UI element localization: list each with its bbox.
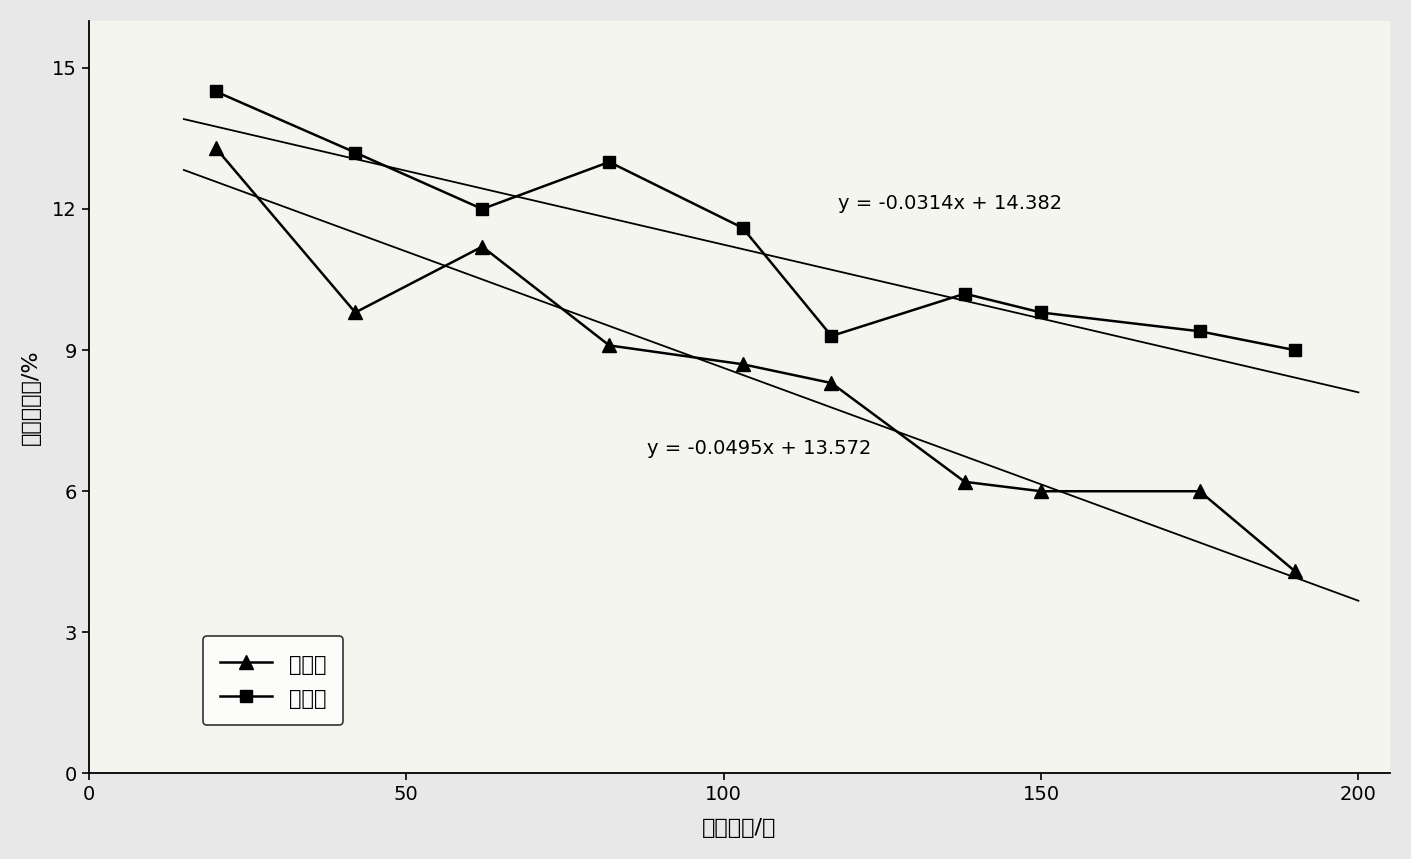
Line: 传统型: 传统型 [209,85,1301,356]
传统型 [734,222,751,233]
传统型 [474,204,491,214]
本发明 [823,378,840,388]
Text: y = -0.0314x + 14.382: y = -0.0314x + 14.382 [838,194,1062,213]
本发明 [957,477,974,487]
传统型 [957,289,974,299]
Line: 本发明: 本发明 [209,141,1302,578]
传统型 [347,148,364,158]
本发明 [734,359,751,369]
本发明 [1033,486,1050,497]
Text: y = -0.0495x + 13.572: y = -0.0495x + 13.572 [648,439,872,458]
X-axis label: 填埋时间/天: 填埋时间/天 [703,818,776,838]
本发明 [474,241,491,252]
本发明 [207,143,224,153]
本发明 [347,308,364,318]
传统型 [1033,308,1050,318]
传统型 [1191,326,1208,337]
传统型 [1287,345,1304,356]
Y-axis label: 生物降解度/%: 生物降解度/% [21,350,41,445]
传统型 [601,157,618,168]
本发明 [1287,566,1304,576]
本发明 [1191,486,1208,497]
本发明 [601,340,618,350]
Legend: 本发明, 传统型: 本发明, 传统型 [203,637,343,725]
传统型 [207,86,224,96]
传统型 [823,331,840,341]
